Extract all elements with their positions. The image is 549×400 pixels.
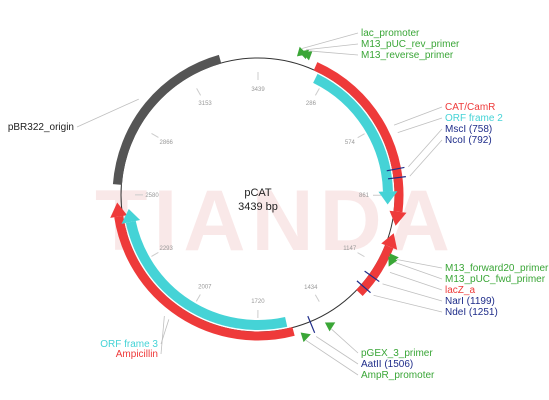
leader-m13-puc-rev-primer	[306, 43, 359, 51]
feature-ampicillin	[114, 215, 295, 341]
tick-label-2580: 2580	[145, 193, 159, 199]
site-mark-aatii-1506	[307, 315, 316, 334]
tick-label-1720: 1720	[251, 299, 265, 305]
leader-layer	[76, 32, 443, 376]
label-pgex-3-primer: pGEX_3_primer	[361, 348, 433, 359]
leader-aatii-1506	[315, 336, 359, 365]
label-orf-frame-2: ORF frame 2	[445, 113, 503, 124]
label-ndei-1251: NdeI (1251)	[445, 307, 498, 318]
feature-layer	[110, 54, 407, 341]
leader-ncoi-792	[409, 139, 443, 177]
label-orf-frame-3: ORF frame 3	[100, 339, 158, 350]
leader-ampicillin	[160, 315, 165, 355]
leader-lac-promoter	[301, 32, 359, 49]
tick-mark-1434	[314, 294, 320, 302]
label-m13-puc-fwd-primer: M13_pUC_fwd_primer	[445, 274, 546, 285]
tick-mark-286	[314, 88, 320, 96]
site-mark-nari-1199	[364, 270, 380, 283]
site-mark-msci-758	[386, 166, 405, 172]
label-m13-forward20-primer: M13_forward20_primer	[445, 263, 549, 274]
tick-mark-574	[357, 133, 365, 139]
label-ampr-promoter: AmpR_promoter	[361, 370, 435, 381]
tick-mark-2293	[151, 252, 159, 257]
leader-msci-758	[408, 128, 443, 167]
label-m13-reverse-primer: M13_reverse_primer	[361, 50, 454, 61]
feature-arrow-lacz-a	[381, 233, 398, 250]
tick-layer: 286 574 861 1147 1434 1720 2007 2293 2580 2866 315…	[134, 72, 382, 319]
primer-ampr-promoter	[300, 332, 311, 343]
tick-label-861: 861	[359, 193, 370, 199]
label-ampicillin: Ampicillin	[116, 349, 158, 360]
tick-mark-2866	[151, 133, 159, 138]
leader-pbr322-origin	[76, 98, 139, 128]
plasmid-size: 3439 bp	[238, 201, 278, 213]
tick-label-2007: 2007	[198, 285, 212, 291]
feature-arrow-orf-frame-3	[121, 209, 141, 224]
label-cat-camr: CAT/CamR	[445, 102, 495, 113]
feature-arrow-ampicillin	[110, 202, 128, 218]
primer-pgex-3-primer	[324, 322, 336, 332]
tick-mark-3153	[196, 88, 202, 96]
site-mark-ncoi-792	[387, 176, 406, 180]
feature-orf-frame-3	[125, 220, 288, 330]
feature-pbr322-origin	[112, 54, 222, 185]
label-layer: lac_promoterM13_pUC_rev_primerM13_revers…	[8, 28, 549, 381]
tick-label-2866: 2866	[160, 140, 174, 146]
label-lacz-a: lacZ_a	[445, 285, 475, 296]
tick-label-3153: 3153	[198, 101, 212, 107]
label-m13-puc-rev-primer: M13_pUC_rev_primer	[361, 39, 460, 50]
label-nari-1199: NarI (1199)	[445, 296, 495, 307]
feature-orf-frame-2	[313, 73, 393, 192]
leader-ndei-1251	[373, 294, 443, 313]
primer-layer	[296, 46, 399, 343]
leader-ampr-promoter	[305, 339, 359, 376]
label-msci-758: MscI (758)	[445, 124, 492, 135]
tick-mark-1147	[357, 252, 365, 258]
leader-lacz-a	[389, 272, 443, 291]
label-ncoi-792: NcoI (792)	[445, 135, 492, 146]
site-layer	[307, 166, 406, 334]
label-pbr322-origin: pBR322_origin	[8, 122, 74, 133]
leader-cat-camr	[393, 106, 443, 126]
feature-arrow-cat-camr	[389, 210, 407, 226]
leader-m13-reverse-primer	[309, 50, 359, 56]
tick-label-3439: 3439	[251, 87, 265, 93]
primer-m13-reverse-primer	[301, 50, 313, 61]
leader-m13-puc-fwd-primer	[395, 262, 443, 280]
tick-mark-2007	[195, 294, 201, 302]
feature-lacz-a	[356, 244, 394, 297]
leader-orf-frame-2	[397, 117, 443, 134]
tick-label-286: 286	[306, 101, 317, 107]
primer-m13-puc-fwd-primer	[388, 256, 398, 267]
tick-label-574: 574	[345, 140, 356, 146]
label-lac-promoter: lac_promoter	[361, 28, 420, 39]
feature-cat-camr	[313, 62, 404, 213]
tick-label-2293: 2293	[159, 246, 173, 252]
plasmid-name: pCAT	[244, 187, 272, 199]
label-aatii-1506: AatII (1506)	[361, 359, 413, 370]
leader-m13-forward20-primer	[396, 259, 443, 269]
leader-nari-1199	[382, 283, 443, 302]
leader-pgex-3-primer	[331, 328, 359, 354]
feature-arrow-orf-frame-2	[378, 191, 398, 205]
tick-label-1147: 1147	[343, 246, 357, 252]
site-mark-ndei-1251	[356, 280, 371, 294]
tick-label-1434: 1434	[304, 285, 318, 291]
